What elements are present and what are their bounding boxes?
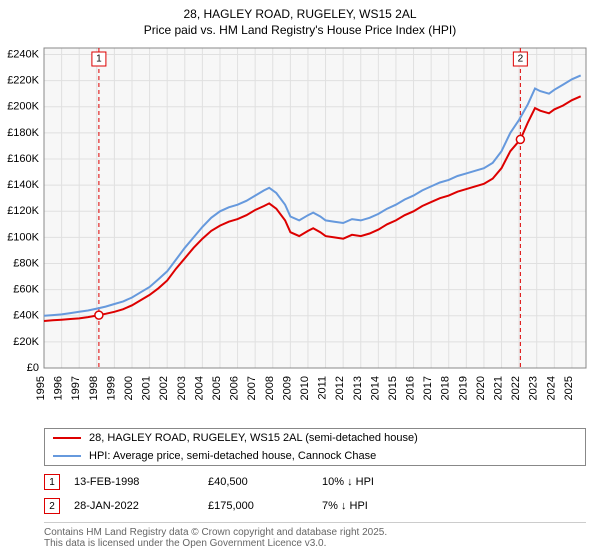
chart-svg: £0 £20K £40K £60K £80K £100K £120K £140K £160K £1… (0, 42, 600, 422)
transaction-diff: 10% ↓ HPI (322, 476, 374, 488)
footer-block: 1 13-FEB-1998 £40,500 10% ↓ HPI 2 28-JAN-2022… (44, 470, 586, 549)
x-tick-label: 2022 (510, 376, 522, 400)
transaction-date: 28-JAN-2022 (74, 500, 194, 512)
x-tick-label: 2001 (141, 376, 153, 400)
footer-note-line2: This data is licensed under the Open Gov… (44, 538, 586, 549)
legend-swatch (53, 455, 81, 457)
x-tick-label: 1999 (105, 376, 117, 400)
x-tick-label: 2013 (352, 376, 364, 400)
x-tick-label: 2011 (317, 376, 329, 400)
x-tick-label: 2004 (193, 376, 205, 400)
y-tick-label: £180K (7, 127, 39, 139)
footer-note: Contains HM Land Registry data © Crown c… (44, 522, 586, 549)
x-tick-label: 1996 (53, 376, 65, 400)
marker-dot (516, 135, 524, 143)
x-tick-label: 1995 (35, 376, 47, 400)
title-line-1: 28, HAGLEY ROAD, RUGELEY, WS15 2AL (0, 6, 600, 22)
x-tick-label: 1998 (88, 376, 100, 400)
title-line-2: Price paid vs. HM Land Registry's House … (0, 22, 600, 38)
x-tick-label: 2018 (440, 376, 452, 400)
transaction-row: 1 13-FEB-1998 £40,500 10% ↓ HPI (44, 470, 586, 494)
transaction-row: 2 28-JAN-2022 £175,000 7% ↓ HPI (44, 494, 586, 518)
y-tick-label: £60K (13, 284, 39, 296)
x-tick-label: 2009 (281, 376, 293, 400)
legend-swatch (53, 437, 81, 439)
x-tick-label: 2012 (334, 376, 346, 400)
marker-label-text: 2 (518, 54, 524, 65)
y-tick-label: £200K (7, 101, 39, 113)
transaction-price: £40,500 (208, 476, 308, 488)
marker-dot (95, 311, 103, 319)
legend-row: HPI: Average price, semi-detached house,… (45, 447, 585, 465)
transaction-date: 13-FEB-1998 (74, 476, 194, 488)
y-tick-label: £120K (7, 205, 39, 217)
x-tick-label: 2023 (528, 376, 540, 400)
x-tick-label: 2021 (493, 376, 505, 400)
y-tick-label: £240K (7, 48, 39, 60)
marker-label-text: 1 (96, 54, 102, 65)
legend-box: 28, HAGLEY ROAD, RUGELEY, WS15 2AL (semi… (44, 428, 586, 466)
y-tick-label: £20K (13, 336, 39, 348)
x-tick-label: 2017 (422, 376, 434, 400)
x-tick-label: 1997 (70, 376, 82, 400)
y-tick-label: £40K (13, 310, 39, 322)
transaction-diff: 7% ↓ HPI (322, 500, 368, 512)
x-tick-label: 2025 (563, 376, 575, 400)
y-tick-label: £220K (7, 75, 39, 87)
x-tick-label: 2014 (369, 376, 381, 400)
x-tick-label: 2015 (387, 376, 399, 400)
y-tick-label: £140K (7, 179, 39, 191)
transaction-price: £175,000 (208, 500, 308, 512)
chart-area: £0 £20K £40K £60K £80K £100K £120K £140K £160K £1… (0, 42, 600, 422)
x-tick-label: 2010 (299, 376, 311, 400)
legend-label: HPI: Average price, semi-detached house,… (89, 450, 376, 462)
plot-background (44, 48, 586, 368)
x-tick-label: 2005 (211, 376, 223, 400)
x-tick-label: 2016 (405, 376, 417, 400)
x-tick-label: 2002 (158, 376, 170, 400)
y-tick-label: £80K (13, 257, 39, 269)
x-tick-label: 2020 (475, 376, 487, 400)
y-tick-label: £100K (7, 231, 39, 243)
x-tick-label: 2008 (264, 376, 276, 400)
legend-label: 28, HAGLEY ROAD, RUGELEY, WS15 2AL (semi… (89, 432, 418, 444)
chart-title-block: 28, HAGLEY ROAD, RUGELEY, WS15 2AL Price… (0, 0, 600, 38)
x-tick-label: 2006 (229, 376, 241, 400)
y-tick-label: £0 (27, 362, 39, 374)
footer-note-line1: Contains HM Land Registry data © Crown c… (44, 527, 586, 538)
x-tick-label: 2000 (123, 376, 135, 400)
x-tick-label: 2019 (457, 376, 469, 400)
x-tick-label: 2003 (176, 376, 188, 400)
y-tick-label: £160K (7, 153, 39, 165)
transaction-id-box: 2 (44, 498, 60, 514)
legend-row: 28, HAGLEY ROAD, RUGELEY, WS15 2AL (semi… (45, 429, 585, 447)
x-tick-label: 2007 (246, 376, 258, 400)
transaction-id-box: 1 (44, 474, 60, 490)
x-tick-label: 2024 (545, 376, 557, 400)
